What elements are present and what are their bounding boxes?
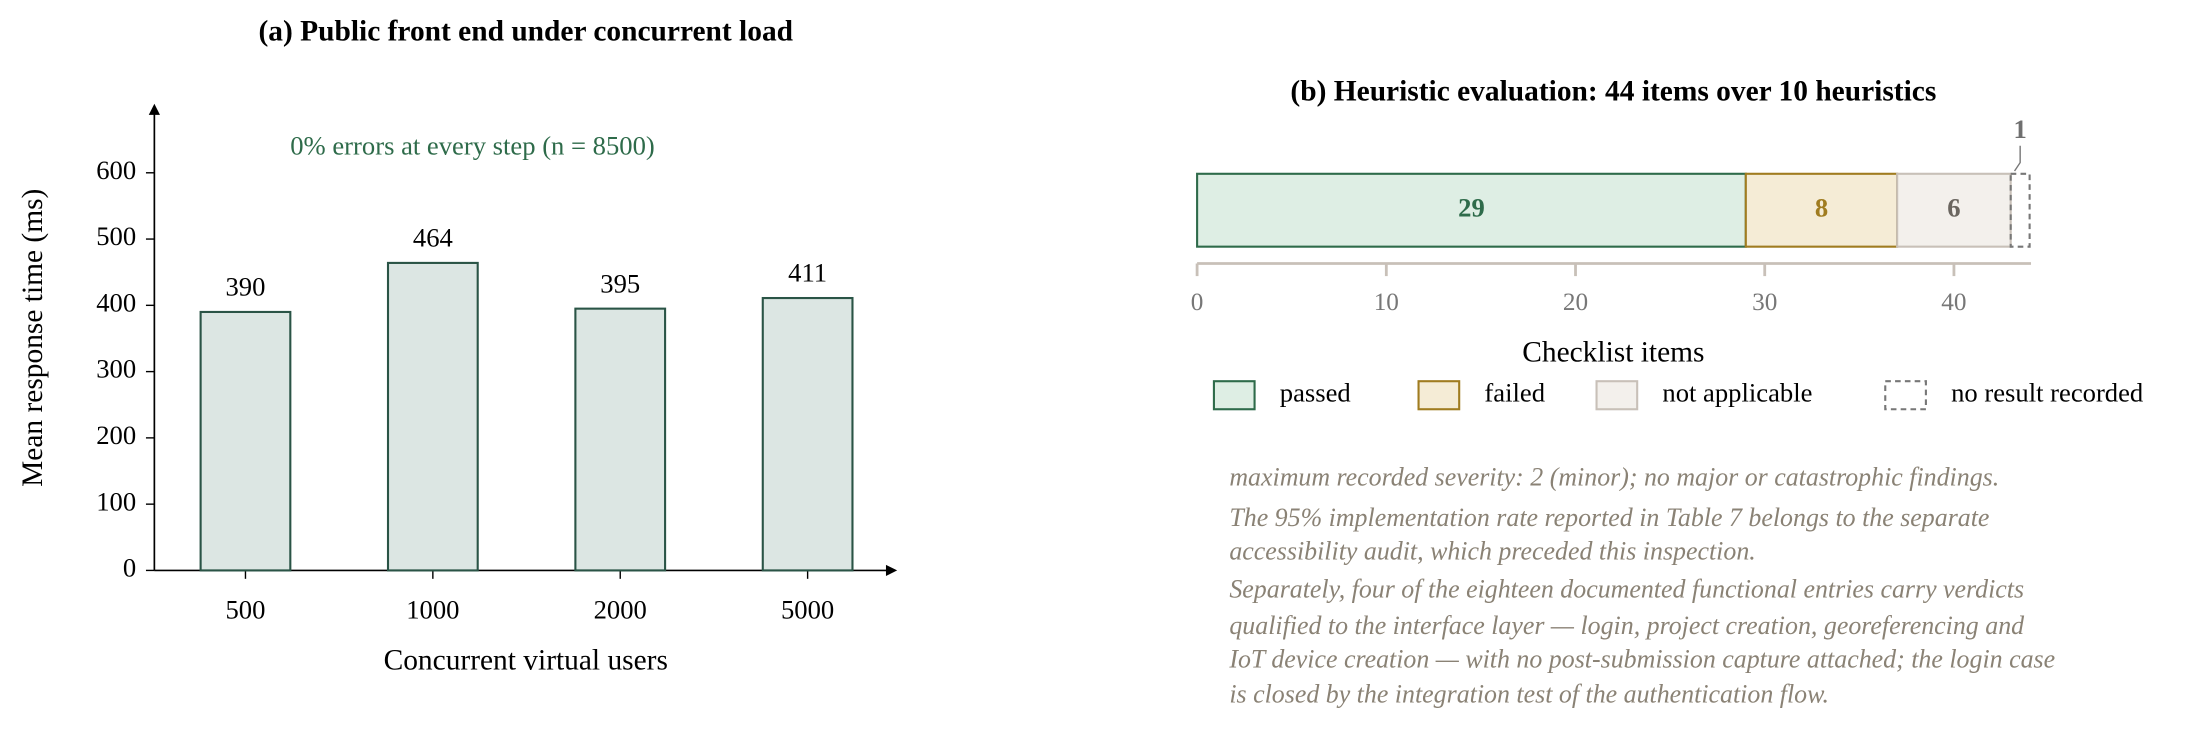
value-label: 395: [600, 268, 640, 298]
value-label: 6: [1947, 192, 1960, 222]
note-line: accessibility audit, which preceded this…: [1229, 537, 1755, 566]
value-label: 29: [1458, 192, 1485, 222]
x-tick-label: 5000: [781, 595, 834, 625]
y-tick-label: 0: [123, 553, 136, 583]
y-axis-label: Mean response time (ms): [17, 189, 49, 487]
bar-segment: [2009, 172, 2031, 248]
note-line: IoT device creation — with no post-submi…: [1228, 644, 2055, 673]
x-tick-label: 2000: [594, 595, 647, 625]
x-tick-label: 10: [1374, 289, 1399, 316]
y-tick-label: 100: [96, 486, 136, 516]
x-axis-label: Concurrent virtual users: [384, 645, 668, 677]
x-tick-label: 1000: [406, 595, 459, 625]
axis-arrow: [885, 564, 898, 577]
leader-line: [2013, 145, 2021, 172]
legend-swatch: [1212, 380, 1256, 411]
x-tick-label: 20: [1563, 289, 1588, 316]
legend-label: failed: [1484, 377, 1545, 407]
legend-label: passed: [1280, 377, 1351, 407]
legend-swatch: [1417, 380, 1461, 411]
x-tick-label: 30: [1752, 289, 1777, 316]
chart-title: (b) Heuristic evaluation: 44 items over …: [1290, 76, 1936, 108]
bar: [386, 261, 479, 572]
y-tick-label: 400: [96, 287, 136, 317]
value-label: 464: [413, 223, 453, 253]
bar: [761, 296, 854, 572]
x-tick-label: 40: [1941, 289, 1966, 316]
value-label: 411: [788, 258, 827, 288]
legend-swatch: [1595, 380, 1639, 411]
legend-label: not applicable: [1662, 377, 1812, 407]
y-tick-label: 600: [96, 155, 136, 185]
x-tick-label: 0: [1191, 289, 1204, 316]
x-axis-label: Checklist items: [1522, 336, 1704, 368]
chart-title: (a) Public front end under concurrent lo…: [259, 15, 794, 47]
y-tick-label: 200: [96, 420, 136, 450]
y-tick-label: 300: [96, 354, 136, 384]
note-line: Separately, four of the eighteen documen…: [1229, 574, 2024, 603]
axis-arrow: [148, 103, 160, 115]
note-line: The 95% implementation rate reported in …: [1229, 503, 1989, 532]
bar: [199, 310, 292, 572]
annotation: 0% errors at every step (n = 8500): [290, 131, 655, 161]
x-tick-label: 500: [226, 595, 266, 625]
value-label: 8: [1815, 192, 1828, 222]
legend-swatch: [1884, 380, 1927, 411]
y-tick-label: 500: [96, 221, 136, 251]
bar: [574, 307, 667, 572]
bar-segment: [1196, 172, 1747, 248]
note-line: qualified to the interface layer — login…: [1229, 611, 2025, 640]
value-label: 390: [226, 272, 266, 302]
legend-label: no result recorded: [1951, 377, 2143, 407]
bar-segment: [1896, 172, 2012, 248]
value-label: 1: [2013, 114, 2026, 144]
note-line: is closed by the integration test of the…: [1229, 680, 1829, 709]
bar-segment: [1744, 172, 1899, 248]
note-line: maximum recorded severity: 2 (minor); no…: [1229, 462, 1999, 491]
